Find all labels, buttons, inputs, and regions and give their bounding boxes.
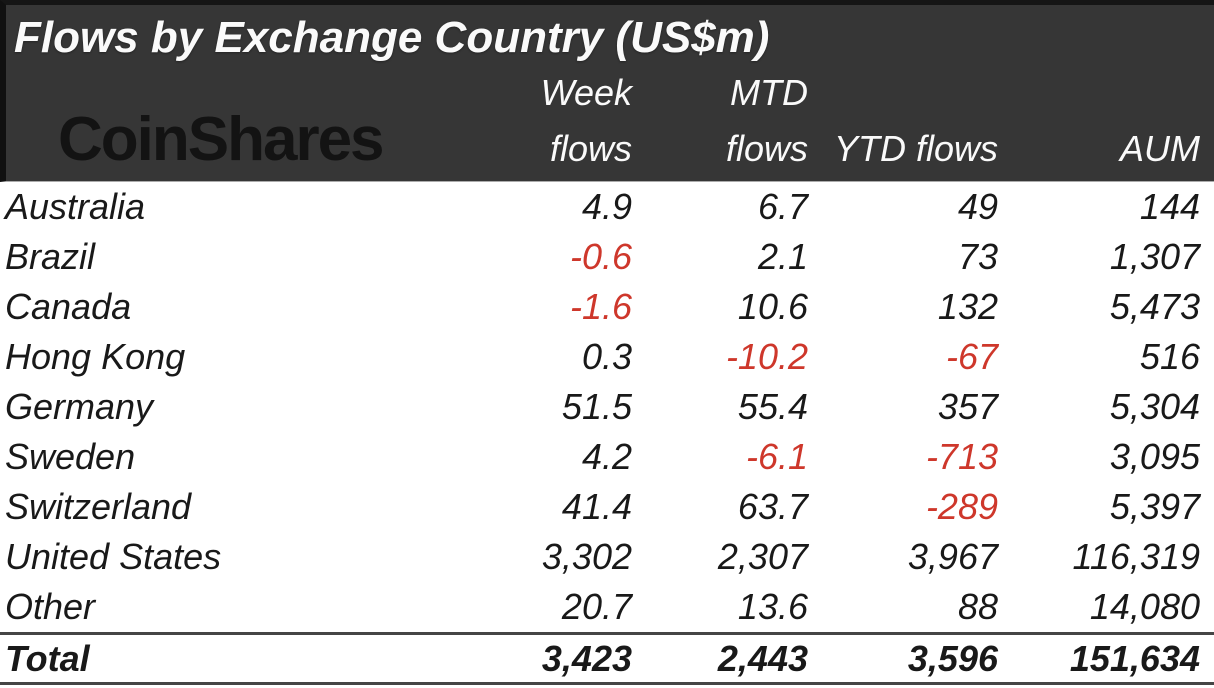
cell-aum: 3,095 [1109, 436, 1200, 477]
cell-mtd-flows: 63.7 [737, 486, 808, 527]
cell-week-flows: -1.6 [569, 286, 632, 327]
cell-ytd-flows: 73 [957, 236, 998, 277]
table-header: Flows by Exchange Country (US$m) CoinSha… [0, 0, 1214, 182]
page-title: Flows by Exchange Country (US$m) [14, 13, 770, 62]
cell-aum: 5,304 [1109, 386, 1200, 427]
cell-ytd-flows: 88 [957, 586, 998, 627]
cell-aum: 116,319 [1072, 536, 1200, 577]
cell-ytd-flows: -713 [925, 436, 998, 477]
column-header-line [1012, 65, 1200, 121]
cell-mtd-flows: -10.2 [725, 336, 808, 377]
cell-mtd-flows: -6.1 [745, 436, 808, 477]
table-row: United States 3,302 2,307 3,967 116,319 [0, 532, 1214, 582]
column-header-week-flows: Week flows [446, 63, 646, 181]
cell-country: Germany [5, 386, 154, 427]
cell-mtd-flows: 10.6 [737, 286, 808, 327]
cell-country: Brazil [5, 236, 96, 277]
table-row: Hong Kong 0.3 -10.2 -67 516 [0, 332, 1214, 382]
table-row: Canada -1.6 10.6 132 5,473 [0, 282, 1214, 332]
column-header-row: CoinShares Week flows MTD flows YTD flow… [6, 63, 1214, 181]
column-header-line: MTD [730, 72, 808, 113]
cell-aum: 516 [1139, 336, 1200, 377]
column-header-line: flows [725, 128, 808, 169]
cell-week-flows: 0.3 [581, 336, 632, 377]
cell-country: Sweden [5, 436, 136, 477]
cell-aum: 14,080 [1089, 586, 1200, 627]
cell-country: Australia [5, 186, 146, 227]
coinshares-logo: CoinShares [58, 105, 385, 174]
column-header-line: Week [540, 72, 632, 113]
cell-week-flows: 4.9 [581, 186, 632, 227]
table-row: Brazil -0.6 2.1 73 1,307 [0, 232, 1214, 282]
cell-aum: 5,397 [1109, 486, 1200, 527]
column-header-line: AUM [1120, 128, 1200, 169]
cell-week-flows: 41.4 [561, 486, 632, 527]
column-header-ytd-flows: YTD flows [822, 63, 1012, 181]
table-row: Germany 51.5 55.4 357 5,304 [0, 382, 1214, 432]
table-body: Australia 4.9 6.7 49 144 Brazil -0.6 2.1… [0, 182, 1214, 685]
cell-mtd-flows: 13.6 [737, 586, 808, 627]
cell-week-flows: -0.6 [569, 236, 632, 277]
cell-ytd-flows: 3,967 [907, 536, 998, 577]
brand-cell: CoinShares [6, 63, 446, 181]
cell-country: Canada [5, 286, 132, 327]
cell-aum: 144 [1139, 186, 1200, 227]
cell-ytd-flows: -289 [925, 486, 998, 527]
cell-country: Hong Kong [5, 336, 186, 377]
cell-week-flows: 51.5 [561, 386, 632, 427]
cell-week-flows: 20.7 [561, 586, 632, 627]
cell-ytd-flows: 132 [937, 286, 998, 327]
cell-mtd-flows: 6.7 [757, 186, 808, 227]
cell-country: United States [5, 536, 222, 577]
cell-mtd-flows: 2.1 [757, 236, 808, 277]
cell-aum: 5,473 [1109, 286, 1200, 327]
table-row: Australia 4.9 6.7 49 144 [0, 182, 1214, 232]
cell-mtd-flows: 55.4 [737, 386, 808, 427]
cell-ytd-flows: -67 [945, 336, 998, 377]
column-header-mtd-flows: MTD flows [646, 63, 822, 181]
column-header-aum: AUM [1012, 63, 1214, 181]
cell-ytd-flows: 3,596 [907, 637, 998, 679]
cell-mtd-flows: 2,307 [717, 536, 808, 577]
cell-aum: 1,307 [1109, 236, 1200, 277]
column-header-line [822, 65, 998, 121]
cell-aum: 151,634 [1069, 637, 1200, 679]
cell-ytd-flows: 357 [937, 386, 998, 427]
column-header-line: YTD flows [833, 128, 998, 169]
cell-week-flows: 3,302 [541, 536, 632, 577]
cell-country: Other [5, 586, 96, 627]
cell-ytd-flows: 49 [957, 186, 998, 227]
cell-week-flows: 3,423 [541, 637, 632, 679]
table-row: Sweden 4.2 -6.1 -713 3,095 [0, 432, 1214, 482]
table-row: Switzerland 41.4 63.7 -289 5,397 [0, 482, 1214, 532]
cell-country: Switzerland [5, 486, 192, 527]
column-header-line: flows [549, 128, 632, 169]
table-row: Other 20.7 13.6 88 14,080 [0, 582, 1214, 632]
cell-week-flows: 4.2 [581, 436, 632, 477]
cell-mtd-flows: 2,443 [717, 637, 808, 679]
cell-country: Total [5, 637, 90, 679]
table-total-row: Total 3,423 2,443 3,596 151,634 [0, 632, 1214, 685]
